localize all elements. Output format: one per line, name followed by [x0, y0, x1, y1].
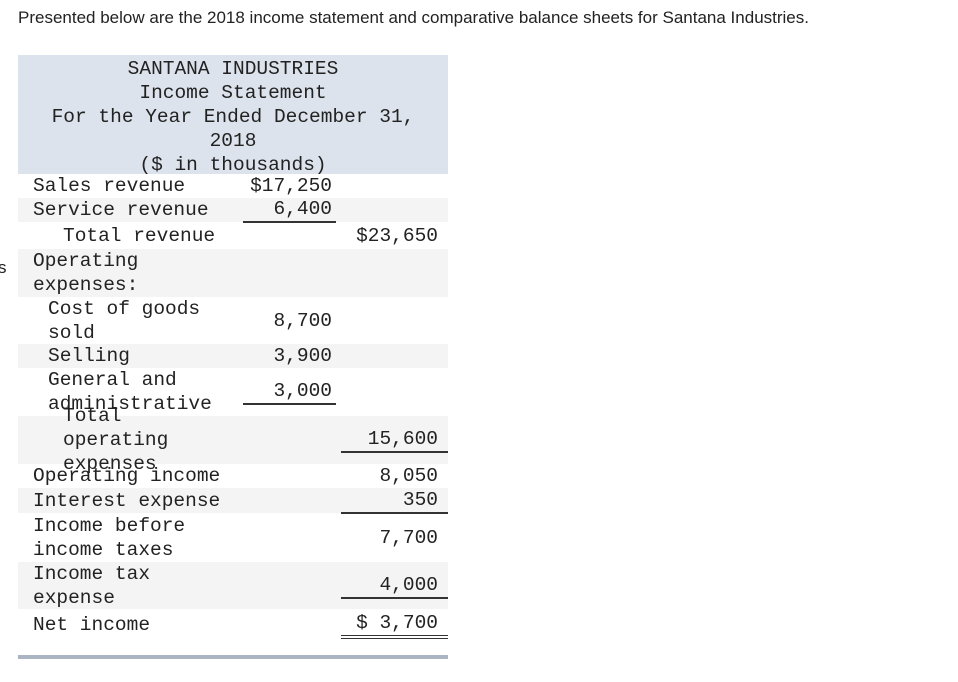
amount-cell [225, 249, 336, 297]
amount: $17,250 [250, 175, 332, 197]
total-cell [336, 344, 448, 368]
row-label: Interest expense [33, 489, 221, 512]
row-label: Selling [48, 345, 130, 367]
amount-cell [225, 416, 336, 464]
amount-cell: 8,700 [225, 297, 336, 344]
row-label: Operating expenses: [33, 250, 139, 296]
statement-title: Income Statement [139, 82, 327, 104]
statement-period: For the Year Ended December 31, 2018 [51, 106, 415, 152]
total-cell: 8,050 [336, 464, 448, 488]
table-bottom-bar [18, 655, 448, 659]
row-label: Net income [33, 614, 151, 636]
total-cell: $ 3,700 [336, 609, 448, 641]
statement-row: Interest expense 350 [18, 488, 448, 514]
row-label: Cost of goods sold [48, 297, 201, 344]
total-cell: 15,600 [336, 416, 448, 464]
row-label: Total revenue [63, 224, 216, 247]
total-cell [336, 249, 448, 297]
total-cell [336, 297, 448, 344]
statement-row: Total revenue $23,650 [18, 222, 448, 249]
amount-cell: $17,250 [225, 174, 336, 198]
total: 350 [341, 488, 448, 514]
total: 15,600 [341, 427, 448, 453]
amount-cell: 3,900 [225, 344, 336, 368]
statement-row: Income before income taxes 7,700 [18, 513, 448, 562]
statement-row: Net income $ 3,700 [18, 609, 448, 641]
total-cell [336, 368, 448, 416]
amount: 3,900 [273, 345, 332, 367]
total-cell: 7,700 [336, 513, 448, 562]
statement-row: Service revenue 6,400 [18, 197, 448, 223]
total: 8,050 [379, 465, 438, 487]
statement-row: Selling 3,900 [18, 344, 448, 368]
statement-row: Income tax expense 4,000 [18, 562, 448, 609]
amount-cell: 6,400 [225, 197, 336, 223]
amount: 6,400 [243, 197, 336, 223]
total-cell: 350 [336, 488, 448, 514]
amount-cell [225, 513, 336, 562]
amount-cell [225, 609, 336, 641]
total-cell [336, 174, 448, 198]
row-label: Sales revenue [33, 175, 186, 197]
statement-row: Cost of goods sold 8,700 [18, 297, 448, 344]
income-statement: SANTANA INDUSTRIES Income Statement For … [18, 55, 448, 641]
statement-row: Operating expenses: [18, 249, 448, 297]
amount-cell [225, 464, 336, 488]
side-fragment: s [0, 258, 7, 277]
statement-units: ($ in thousands) [139, 154, 327, 176]
row-label: Income tax expense [33, 562, 151, 609]
total-cell: 4,000 [336, 562, 448, 609]
total-cell: $23,650 [336, 222, 448, 249]
amount-cell [225, 562, 336, 609]
statement-row: Total operating expenses 15,600 [18, 405, 448, 475]
total-cell [336, 198, 448, 222]
statement-row: Sales revenue $17,250 [18, 174, 448, 198]
row-label: Service revenue [33, 199, 209, 221]
intro-text: Presented below are the 2018 income stat… [18, 8, 809, 27]
amount: 8,700 [273, 309, 332, 332]
amount: 3,000 [243, 379, 336, 405]
total: 4,000 [341, 573, 448, 599]
row-label: Income before income taxes [33, 514, 186, 561]
company-name: SANTANA INDUSTRIES [127, 58, 339, 80]
amount-cell [225, 222, 336, 249]
statement-rows: Sales revenue $17,250 Service revenue 6,400… [18, 174, 448, 641]
amount-cell: 3,000 [225, 368, 336, 416]
total: 7,700 [379, 526, 438, 549]
amount-cell [225, 488, 336, 513]
total: $ 3,700 [341, 611, 448, 639]
row-label: Total operating expenses [63, 405, 169, 475]
total: $23,650 [356, 224, 438, 247]
statement-header: SANTANA INDUSTRIES Income Statement For … [18, 55, 448, 176]
row-label: General and administrative [48, 369, 212, 415]
statement-row: General and administrative 3,000 [18, 368, 448, 416]
statement-row: Operating income 8,050 [18, 464, 448, 488]
row-label: Operating income [33, 465, 221, 487]
